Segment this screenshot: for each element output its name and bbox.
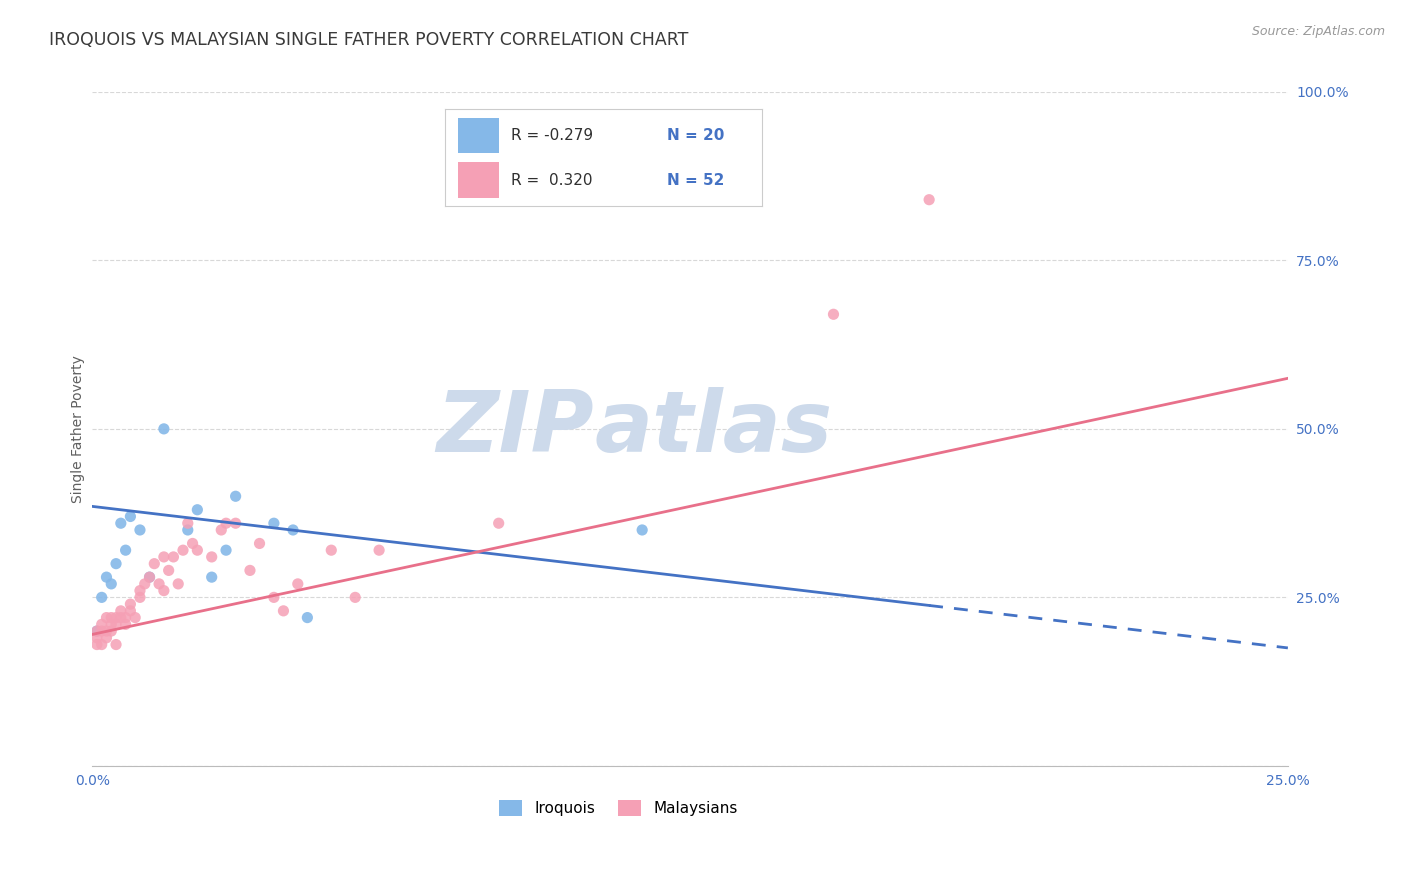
Point [86, 631, 108, 645]
Point [134, 577, 156, 591]
Point [263, 516, 285, 531]
Point [631, 523, 654, 537]
Text: atlas: atlas [595, 387, 832, 470]
Point [488, 516, 510, 531]
Point [90, 624, 112, 638]
Point [186, 502, 208, 516]
Point [167, 577, 190, 591]
Point [120, 597, 142, 611]
Point [100, 577, 122, 591]
Point [96, 624, 118, 638]
Point [153, 549, 176, 564]
Point [90, 638, 112, 652]
Point [239, 563, 262, 577]
Point [129, 591, 152, 605]
Point [129, 583, 152, 598]
Point [281, 523, 304, 537]
Text: ZIP: ZIP [437, 387, 595, 470]
Point [209, 523, 232, 537]
Point [114, 610, 136, 624]
Point [96, 631, 118, 645]
Y-axis label: Single Father Poverty: Single Father Poverty [72, 355, 86, 503]
Point [215, 516, 238, 531]
Text: IROQUOIS VS MALAYSIAN SINGLE FATHER POVERTY CORRELATION CHART: IROQUOIS VS MALAYSIAN SINGLE FATHER POVE… [49, 31, 689, 49]
Point [287, 577, 309, 591]
Point [162, 549, 184, 564]
Point [96, 570, 118, 584]
Point [143, 557, 166, 571]
Point [172, 543, 194, 558]
Point [823, 307, 845, 321]
Point [120, 604, 142, 618]
Point [110, 604, 132, 618]
Point [297, 610, 319, 624]
Point [86, 638, 108, 652]
Point [100, 624, 122, 638]
Point [110, 610, 132, 624]
Point [263, 591, 285, 605]
Point [177, 523, 200, 537]
Point [215, 543, 238, 558]
Point [225, 489, 247, 503]
Point [96, 610, 118, 624]
Point [100, 617, 122, 632]
Point [105, 638, 128, 652]
Point [110, 516, 132, 531]
Text: Source: ZipAtlas.com: Source: ZipAtlas.com [1251, 25, 1385, 38]
Point [148, 577, 170, 591]
Point [129, 523, 152, 537]
Point [157, 563, 180, 577]
Point [177, 516, 200, 531]
Point [201, 570, 224, 584]
Point [105, 557, 128, 571]
Point [181, 536, 204, 550]
Point [120, 509, 142, 524]
Point [124, 610, 146, 624]
Point [321, 543, 343, 558]
Point [138, 570, 160, 584]
Point [90, 617, 112, 632]
Point [86, 624, 108, 638]
Point [153, 422, 176, 436]
Point [249, 536, 271, 550]
Point [86, 624, 108, 638]
Point [225, 516, 247, 531]
Legend: Iroquois, Malaysians: Iroquois, Malaysians [494, 794, 744, 822]
Point [114, 617, 136, 632]
Point [153, 583, 176, 598]
Point [918, 193, 941, 207]
Point [105, 617, 128, 632]
Point [344, 591, 367, 605]
Point [138, 570, 160, 584]
Point [100, 610, 122, 624]
Point [201, 549, 224, 564]
Point [273, 604, 295, 618]
Point [90, 591, 112, 605]
Point [368, 543, 391, 558]
Point [105, 610, 128, 624]
Point [186, 543, 208, 558]
Point [114, 543, 136, 558]
